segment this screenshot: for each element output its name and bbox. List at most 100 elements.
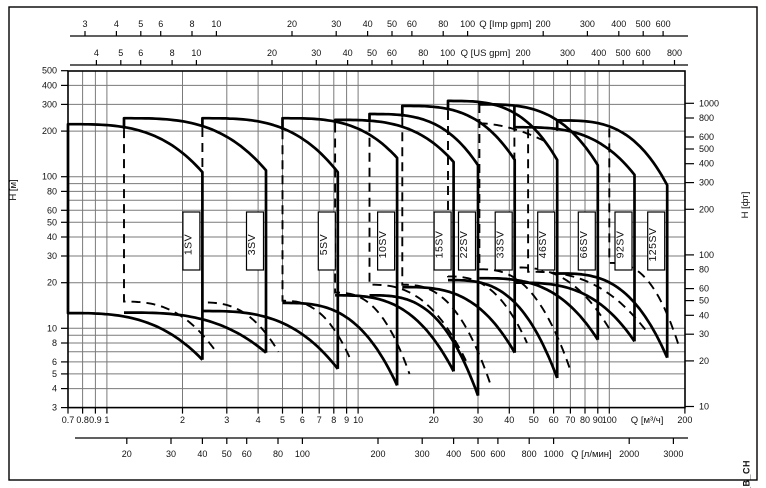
tick-label: 100 <box>42 172 57 182</box>
model-label-125SV: 125SV <box>647 211 666 271</box>
tick-label: 50 <box>47 217 57 227</box>
model-label-box-125SV <box>647 211 666 271</box>
model-label-22SV: 22SV <box>457 211 477 271</box>
model-label-box-3SV <box>245 211 265 271</box>
model-label-92SV: 92SV <box>614 211 633 271</box>
tick-label: 70 <box>565 415 575 425</box>
scale-l-min: 20 30 40 50 60 80 100 200 300 400 500 600 800 1000 200… <box>75 437 688 460</box>
envelope-dashed-15SV <box>368 122 467 362</box>
tick-label: 20 <box>47 278 57 288</box>
model-label-box-1SV <box>182 211 201 271</box>
tick-label: 2 <box>180 415 185 425</box>
model-label-text-22SV: 22SV <box>458 231 470 259</box>
tick-label: 500 <box>42 66 57 76</box>
tick-label: 5 <box>52 369 57 379</box>
axis-left-h-m: 3 4 5 6 8 10 20 30 40 50 60 80 100 200 300 400 500 H [м] <box>8 66 68 413</box>
tick-label: 90 <box>593 415 603 425</box>
tick-label: 300 <box>415 449 430 459</box>
axis-right-h-ft: 10 20 30 40 50 60 80 100 200 300 400 500 600 800 1000 H… <box>685 98 751 412</box>
envelope-dashed-22SV <box>401 117 492 385</box>
tick-label: 200 <box>699 204 714 214</box>
tick-label: 1 <box>104 415 109 425</box>
tick-label: 40 <box>699 310 709 320</box>
envelope-solid-5SV <box>201 116 340 370</box>
tick-label: 6 <box>158 19 163 29</box>
tick-label: 40 <box>363 19 373 29</box>
extra-dashed-92SV <box>478 122 547 143</box>
envelope-solid-15SV <box>333 118 455 373</box>
model-label-box-10SV <box>377 211 396 271</box>
tick-label: 10 <box>191 48 201 58</box>
model-label-box-33SV <box>494 211 513 271</box>
model-label-box-92SV <box>614 211 633 271</box>
tick-label: 40 <box>47 232 57 242</box>
tick-label: 60 <box>407 19 417 29</box>
tick-label: 800 <box>667 48 682 58</box>
tick-label: 8 <box>52 338 57 348</box>
envelope-5SV <box>201 116 351 370</box>
tick-label: 6 <box>300 415 305 425</box>
model-label-10SV: 10SV <box>377 211 396 271</box>
tick-label: 20 <box>429 415 439 425</box>
tick-label: 5 <box>118 48 123 58</box>
tick-label: 3 <box>224 415 229 425</box>
envelope-46SV <box>446 99 571 379</box>
model-label-text-66SV: 66SV <box>578 231 590 259</box>
scale-imp-gpm: 3 4 5 6 8 10 20 30 40 50 60 80 100 200 300 400 500 600 Q [… <box>70 19 688 37</box>
tick-label: 100 <box>602 415 617 425</box>
tick-label: 4 <box>256 415 261 425</box>
tick-label: 10 <box>353 415 363 425</box>
envelope-solid-125SV <box>555 119 669 359</box>
tick-label: 300 <box>699 178 714 188</box>
model-label-text-1SV: 1SV <box>182 234 194 255</box>
tick-label: 1000 <box>544 449 564 459</box>
model-label-box-15SV <box>433 211 452 271</box>
tick-label: 50 <box>387 19 397 29</box>
tick-label: 100 <box>440 48 455 58</box>
tick-label: 80 <box>438 19 448 29</box>
envelope-dashed-1SV <box>123 129 216 351</box>
model-label-3SV: 3SV <box>245 211 265 271</box>
axis-title-right: H [фт] <box>740 192 751 219</box>
tick-label: 300 <box>42 99 57 109</box>
tick-label: 3000 <box>663 449 683 459</box>
scale-us-gpm-title: Q [US gpm] <box>461 48 511 59</box>
tick-label: 3 <box>82 19 87 29</box>
envelope-solid-10SV <box>281 116 399 386</box>
tick-label: 0.9 <box>89 415 102 425</box>
tick-label: 400 <box>699 159 714 169</box>
figure-code: 06091_B_CH <box>742 460 752 488</box>
model-label-text-10SV: 10SV <box>377 231 389 259</box>
tick-label: 30 <box>331 19 341 29</box>
tick-label: 40 <box>504 415 514 425</box>
tick-label: 4 <box>114 19 119 29</box>
tick-label: 50 <box>529 415 539 425</box>
tick-label: 500 <box>699 144 714 154</box>
envelope-solid-46SV <box>446 99 559 379</box>
model-label-66SV: 66SV <box>577 211 596 271</box>
tick-label: 600 <box>699 132 714 142</box>
envelope-dashed-5SV <box>281 130 351 360</box>
tick-label: 5 <box>138 19 143 29</box>
tick-label: 400 <box>446 449 461 459</box>
tick-label: 400 <box>42 80 57 90</box>
tick-label: 80 <box>47 186 57 196</box>
model-label-text-46SV: 46SV <box>537 231 549 259</box>
tick-label: 80 <box>273 449 283 459</box>
tick-label: 60 <box>549 415 559 425</box>
scale-us-gpm: 4 5 6 8 10 20 30 40 50 60 80 100 200 300 400 500 600 800 Q… <box>70 48 688 66</box>
envelope-dashed-125SV <box>608 128 681 349</box>
tick-label: 8 <box>170 48 175 58</box>
tick-label: 10 <box>699 402 709 412</box>
envelope-solid-22SV <box>368 112 480 397</box>
envelope-dashed-3SV <box>201 128 280 353</box>
tick-label: 2000 <box>619 449 639 459</box>
tick-label: 50 <box>367 48 377 58</box>
envelope-solid-1SV <box>66 122 204 361</box>
tick-label: 4 <box>52 384 57 394</box>
envelope-dashed-92SV <box>527 129 648 333</box>
model-label-1SV: 1SV <box>182 211 201 271</box>
